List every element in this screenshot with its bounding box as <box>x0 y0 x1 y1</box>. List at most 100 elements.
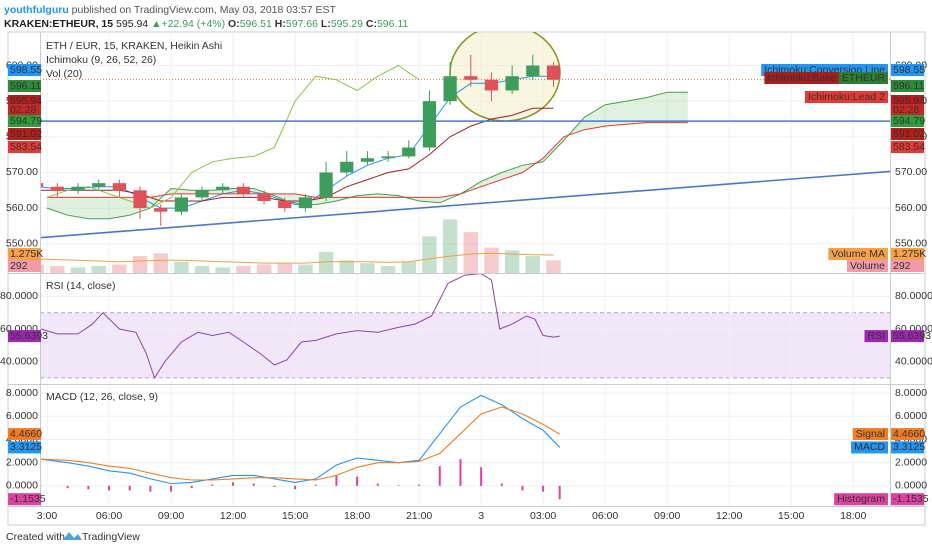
last: 595.94 <box>116 18 148 30</box>
axis-marker-label: 3.3125 <box>10 441 42 453</box>
axis-marker-box <box>8 115 41 127</box>
header-line: youthfulguru published on TradingView.co… <box>4 4 336 16</box>
axis-marker-box <box>8 428 41 441</box>
candle-body <box>546 65 561 80</box>
ohlc-value: 597.66 <box>286 18 318 30</box>
axis-marker-label: 583.54 <box>893 141 925 153</box>
axis-marker-label: 292 <box>10 260 28 272</box>
y-tick-label: 8.0000 <box>6 387 38 399</box>
axes: 550.00550.00560.00560.00570.00570.00580.… <box>0 32 932 522</box>
axis-marker-box <box>891 428 924 441</box>
author[interactable]: youthfulguru <box>4 4 69 16</box>
legend-box <box>834 493 888 506</box>
candle-body <box>319 172 333 198</box>
axis-marker-box <box>891 441 924 454</box>
candle-body <box>154 208 168 212</box>
histogram-bar <box>294 485 297 490</box>
macd-line <box>40 394 561 485</box>
ohlc-label: C: <box>366 18 377 30</box>
x-tick-label: 18:00 <box>344 510 370 522</box>
pane-title: ETH / EUR, 15, KRAKEN, Heikin Ashi <box>46 40 222 52</box>
axis-marker-label: 02:28 <box>893 104 919 116</box>
histogram-bar <box>397 485 400 486</box>
candle-body <box>174 197 189 212</box>
ohlc-label: O: <box>228 18 240 30</box>
ohlc-value: 596.51 <box>240 18 272 30</box>
volume-ma <box>40 252 554 264</box>
indicator-line <box>47 122 688 198</box>
candle-body <box>360 158 375 162</box>
volume-bar <box>132 256 148 273</box>
axis-marker-label: 596.11 <box>10 80 41 92</box>
x-tick-label: 18:00 <box>840 510 866 522</box>
histogram-bar <box>190 485 193 489</box>
axis-marker-label: 4.4660 <box>893 428 925 440</box>
candle-body <box>464 76 478 80</box>
symbol-line: KRAKEN:ETHEUR, 15 595.94 ▲+22.94 (+4%) O… <box>4 18 408 30</box>
y-tick-label: 6.0000 <box>895 410 927 422</box>
x-tick-label: 09:00 <box>158 510 184 522</box>
candle-body <box>526 65 540 77</box>
histogram-bar <box>459 459 462 486</box>
axis-marker-box <box>8 64 41 76</box>
axis-marker-box <box>8 248 41 260</box>
footer-brand[interactable]: TradingView <box>82 531 140 543</box>
volume-bar <box>236 265 251 273</box>
y-tick-label: 550.00 <box>6 238 38 250</box>
volume-bar <box>380 265 396 273</box>
volume-bar <box>360 263 375 273</box>
histogram-bar <box>356 476 359 486</box>
candle-body <box>216 186 230 191</box>
volume-bar <box>277 263 292 273</box>
axis-marker-box <box>8 104 41 116</box>
y-tick-label: 0.0000 <box>6 480 38 492</box>
legend-label: Volume MA <box>831 248 885 260</box>
change: +22.94 (+4%) <box>161 18 225 30</box>
axis-marker-label: 591.02 <box>10 128 42 140</box>
legend-label: RSI <box>867 330 885 342</box>
legend-box <box>852 428 888 441</box>
volume-bar <box>442 219 458 273</box>
trendline <box>40 170 890 239</box>
axis-marker-box <box>8 493 41 506</box>
y-tick-label: 2.0000 <box>895 456 927 468</box>
axis-marker-box <box>891 128 924 140</box>
candle-body <box>484 79 499 91</box>
axis-marker-box <box>891 104 924 116</box>
candle-body <box>133 190 147 209</box>
volume-bar <box>112 264 127 273</box>
x-tick-label: 09:00 <box>654 510 680 522</box>
x-tick-label: 15:00 <box>778 510 804 522</box>
footer-created: Created with <box>6 531 65 543</box>
volume-bar <box>401 261 417 273</box>
histogram-bar <box>542 485 545 492</box>
volume-bar <box>525 256 541 273</box>
axis-marker-label: 595.94 <box>893 95 925 107</box>
frame <box>7 31 926 526</box>
legend-label: Ichimoku:Base Line <box>767 72 859 84</box>
y-tick-label: 550.00 <box>895 238 927 250</box>
indicator-line <box>46 64 420 209</box>
legend-label: Ichimoku:Lead 2 <box>808 91 885 103</box>
y-tick-label: 570.00 <box>6 166 38 178</box>
highlight-ellipse <box>449 32 561 122</box>
axis-marker-label: 594.79 <box>10 115 42 127</box>
y-tick-label: 570.00 <box>895 166 927 178</box>
volume-bar <box>339 260 354 273</box>
pane-title: Ichimoku (9, 26, 52, 26) <box>46 54 156 66</box>
candle-body <box>505 76 519 91</box>
y-tick-label: 2.0000 <box>6 456 38 468</box>
volume-bar <box>256 264 272 273</box>
axis-marker-box <box>891 330 924 343</box>
axis-marker-label: 3.3125 <box>893 441 925 453</box>
legend-box <box>851 441 888 454</box>
pane-title: Vol (20) <box>46 68 82 80</box>
legend-box <box>838 72 888 84</box>
indicator-line <box>40 107 554 202</box>
x-tick-label: 06:00 <box>592 510 618 522</box>
y-tick-label: 560.00 <box>895 202 927 214</box>
logo-icon <box>63 532 82 540</box>
volume-bar <box>91 265 106 273</box>
ohlc-value: 596.11 <box>377 18 408 30</box>
axis-marker-box <box>891 64 924 76</box>
